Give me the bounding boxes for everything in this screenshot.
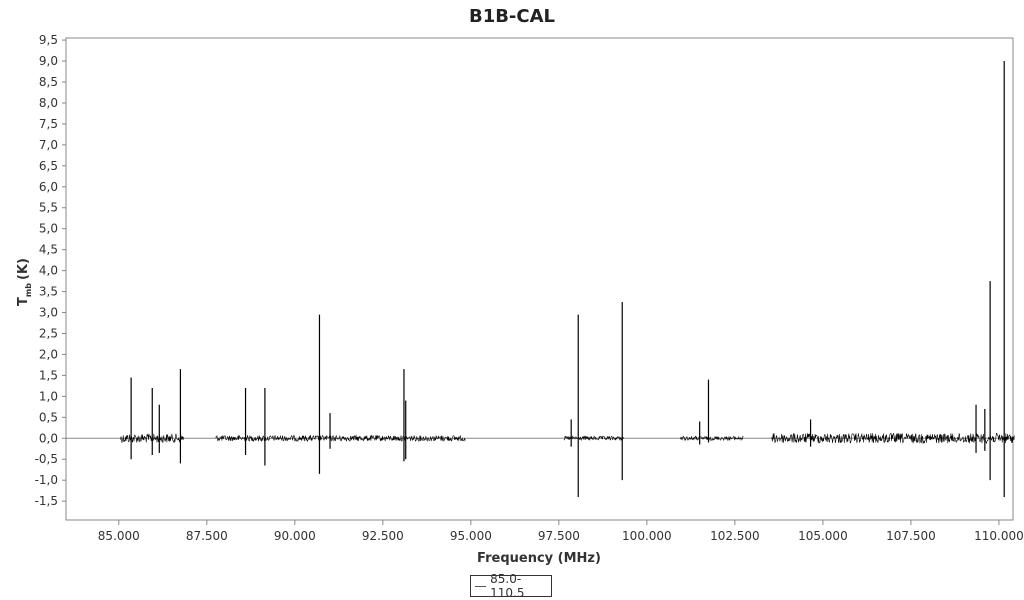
y-tick-label: 2,5 [39, 326, 58, 340]
noise-segment [680, 435, 744, 442]
x-axis-title: Frequency (MHz) [477, 551, 601, 566]
y-tick-label: 7,5 [39, 117, 58, 131]
x-tick-label: 110.000 [974, 529, 1024, 543]
y-axis-title-sub: mb [24, 283, 33, 297]
noise-segment [771, 432, 1015, 445]
y-axis: -1,5 -1,0 -0,5 0,0 0,5 1,0 1,5 2,0 2,5 3,0 3,5 4,0 4… [35, 33, 66, 508]
y-tick-label: 0,0 [39, 431, 58, 445]
y-tick-label: 3,5 [39, 285, 58, 299]
y-tick-label: 5,5 [39, 201, 58, 215]
x-tick-label: 92.500 [362, 529, 404, 543]
y-tick-label: 0,5 [39, 410, 58, 424]
y-tick-label: 1,0 [39, 389, 58, 403]
y-axis-title: Tmb (K) [16, 258, 33, 306]
y-tick-label: 4,5 [39, 243, 58, 257]
series-noise [120, 432, 1015, 445]
x-tick-label: 105.000 [798, 529, 848, 543]
y-tick-label: 8,0 [39, 96, 58, 110]
x-tick-label: 107.500 [886, 529, 936, 543]
y-tick-label: 5,0 [39, 222, 58, 236]
y-tick-label: 6,5 [39, 159, 58, 173]
x-tick-label: 90.000 [274, 529, 316, 543]
x-axis: 85.000 87.500 90.000 92.500 95.000 97.500 100.… [98, 520, 1024, 543]
y-tick-label: -0,5 [35, 452, 58, 466]
y-tick-label: 9,5 [39, 33, 58, 47]
x-tick-label: 102.500 [710, 529, 760, 543]
x-tick-label: 95.000 [450, 529, 492, 543]
y-tick-label: 2,0 [39, 347, 58, 361]
y-tick-label: -1,0 [35, 473, 58, 487]
chart-title: B1B-CAL [469, 6, 555, 27]
series-lines [130, 61, 1005, 497]
y-tick-label: 3,0 [39, 306, 58, 320]
y-tick-label: 8,5 [39, 75, 58, 89]
x-tick-label: 85.000 [98, 529, 140, 543]
noise-segment [215, 434, 466, 443]
y-tick-label: -1,5 [35, 494, 58, 508]
svg-text:Tmb(K): Tmb (K) [16, 258, 33, 306]
x-tick-label: 100.000 [622, 529, 672, 543]
y-axis-title-unit: (K) [16, 258, 31, 280]
y-tick-label: 7,0 [39, 138, 58, 152]
legend-label: 85.0-110.5 [490, 572, 525, 600]
y-tick-label: 1,5 [39, 368, 58, 382]
noise-segment [563, 435, 624, 442]
legend-swatch [475, 585, 487, 587]
legend: 85.0-110.5 [470, 572, 552, 600]
y-axis-title-main: T [16, 297, 31, 306]
y-tick-label: 6,0 [39, 180, 58, 194]
x-tick-label: 87.500 [186, 529, 228, 543]
plot-area [65, 37, 1014, 521]
x-tick-label: 97.500 [538, 529, 580, 543]
y-tick-label: 4,0 [39, 264, 58, 278]
y-tick-label: 9,0 [39, 54, 58, 68]
